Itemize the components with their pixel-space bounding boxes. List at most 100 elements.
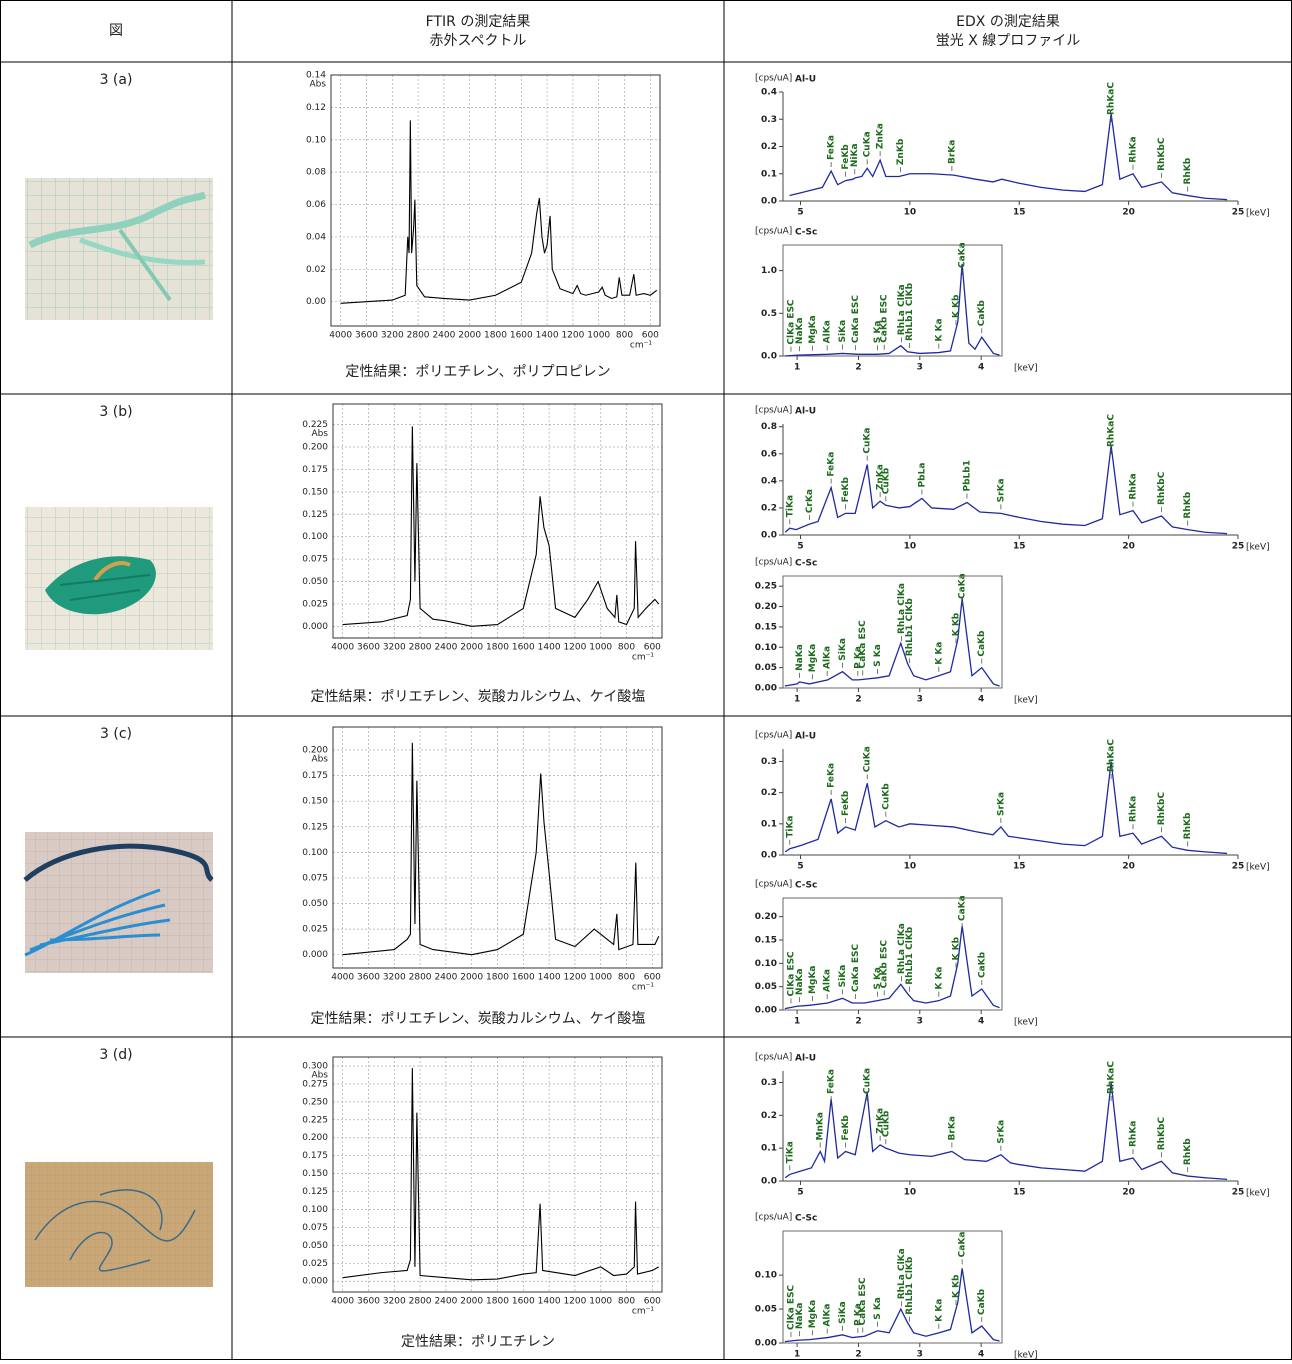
peak-label: FeKa (827, 135, 837, 160)
x-tick-label: 2000 (460, 973, 483, 983)
peak-label: RhKaC (1107, 1061, 1117, 1094)
x-tick-label: 3 (917, 1350, 923, 1360)
chart-title: Al-U (795, 732, 816, 742)
peak-label: AlKa (823, 969, 833, 992)
y-tick-label: 0.100 (302, 532, 328, 542)
row-label: 3 (d) (99, 1047, 132, 1063)
peak-label: CaKb ESC (880, 939, 890, 988)
y-tick-label: 0.14 (306, 71, 326, 81)
peak-label: ClKa ESC (786, 951, 796, 997)
x-tick-label: 1000 (589, 643, 612, 653)
x-tick-label: 2 (855, 695, 861, 705)
peak-label: S Ka (873, 967, 883, 990)
x-tick-label: 4000 (331, 1297, 354, 1307)
x-unit-label: [keV] (1246, 863, 1270, 873)
y-tick-label: 0.10 (755, 643, 777, 653)
x-tick-label: 20 (1122, 542, 1135, 552)
x-tick-label: 1200 (563, 643, 586, 653)
x-tick-label: 1800 (486, 1297, 509, 1307)
chart-title: C-Sc (795, 1214, 817, 1224)
y-tick-label: 0.1 (761, 169, 777, 179)
peak-label: TiKa (785, 1141, 795, 1163)
spectrum-line (342, 742, 660, 956)
x-tick-label: 1800 (486, 973, 509, 983)
peak-label: FeKb (841, 476, 851, 502)
y-axis-label: [cps/uA] (755, 1213, 792, 1223)
x-tick-label: 2 (855, 1350, 861, 1360)
x-tick-label: 1 (794, 695, 800, 705)
x-tick-label: 1200 (563, 1297, 586, 1307)
peak-label: MnKa (816, 1112, 826, 1140)
peak-label: S Ka (873, 1297, 883, 1320)
peak-label: SrKa (996, 792, 1006, 816)
x-tick-label: 800 (618, 1297, 635, 1307)
peak-label: RhKb (1183, 812, 1193, 839)
x-tick-label: 1600 (512, 973, 535, 983)
y-tick-label: 0.0 (761, 1177, 777, 1187)
x-tick-label: 1600 (510, 331, 533, 341)
x-tick-label: 1000 (589, 973, 612, 983)
y-tick-label: 0.000 (302, 622, 328, 632)
y-tick-label: 0.300 (302, 1061, 328, 1071)
peak-label: MgKa (808, 315, 818, 343)
x-tick-label: 600 (644, 1297, 661, 1307)
x-tick-label: 3200 (381, 331, 404, 341)
x-tick-label: 3200 (383, 1297, 406, 1307)
x-tick-label: 800 (618, 643, 635, 653)
peak-label: RhKa (1129, 796, 1139, 822)
peak-label: RhLa ClKa (897, 583, 907, 634)
x-unit-label: [keV] (1246, 209, 1270, 219)
peak-label: FeKb (841, 1115, 851, 1141)
x-tick-label: 3600 (357, 973, 380, 983)
header-cell: 赤外スペクトル (429, 33, 526, 49)
x-tick-label: 10 (904, 542, 917, 552)
y-tick-label: 0.10 (306, 135, 326, 145)
peak-label: RhKb (1183, 491, 1193, 518)
x-tick-label: 1400 (538, 643, 561, 653)
peak-label: CaKb ESC (880, 294, 890, 343)
y-tick-label: 0.150 (302, 1169, 328, 1179)
header-cell: 図 (109, 23, 123, 39)
plot-frame (782, 897, 1003, 1011)
peak-label: CaKb (977, 630, 987, 657)
peak-label: MgKa (808, 965, 818, 993)
x-unit-label: [keV] (1246, 543, 1270, 553)
x-tick-label: 20 (1122, 862, 1135, 872)
y-tick-label: 0.1 (761, 819, 777, 829)
x-tick-label: 2400 (434, 643, 457, 653)
spectrum-line (342, 1068, 660, 1281)
y-tick-label: 0.2 (761, 1111, 777, 1121)
y-tick-label: 0.250 (302, 1097, 328, 1107)
y-axis-label: [cps/uA] (755, 880, 792, 890)
peak-label: RhKaC (1107, 739, 1117, 772)
peak-label: P Ka (853, 646, 863, 669)
peak-label: RhKb (1183, 157, 1193, 184)
y-tick-label: 0.050 (302, 899, 328, 909)
peak-label: RhLb1 ClKb (905, 926, 915, 985)
chart-title: Al-U (795, 75, 816, 85)
x-tick-label: 20 (1122, 208, 1135, 218)
spectrum-line (784, 263, 1000, 357)
peak-label: K Kb (951, 1274, 961, 1298)
y-tick-label: 0.1 (761, 1144, 777, 1154)
header-cell: 蛍光 X 線プロファイル (936, 33, 1081, 49)
plot-frame (332, 1056, 663, 1293)
result-text: 定性結果：ポリエチレン (401, 1334, 555, 1350)
peak-label: CuKa (863, 131, 873, 157)
x-tick-label: 1200 (563, 973, 586, 983)
y-tick-label: 0.02 (306, 265, 326, 275)
y-tick-label: 1.0 (761, 266, 777, 276)
x-tick-label: 1 (794, 1017, 800, 1027)
x-tick-label: 15 (1013, 542, 1026, 552)
peak-label: FeKa (827, 1069, 837, 1094)
x-tick-label: 5 (797, 862, 803, 872)
peak-label: K Kb (951, 612, 961, 636)
peak-label: CuKb (881, 1110, 891, 1137)
peak-label: TiKa (785, 495, 795, 517)
y-tick-label: 0.6 (761, 449, 777, 459)
chart-title: C-Sc (795, 881, 817, 891)
peak-label: K Ka (934, 967, 944, 990)
peak-label: CaKa ESC (851, 944, 861, 992)
y-axis-label: [cps/uA] (755, 1053, 792, 1063)
